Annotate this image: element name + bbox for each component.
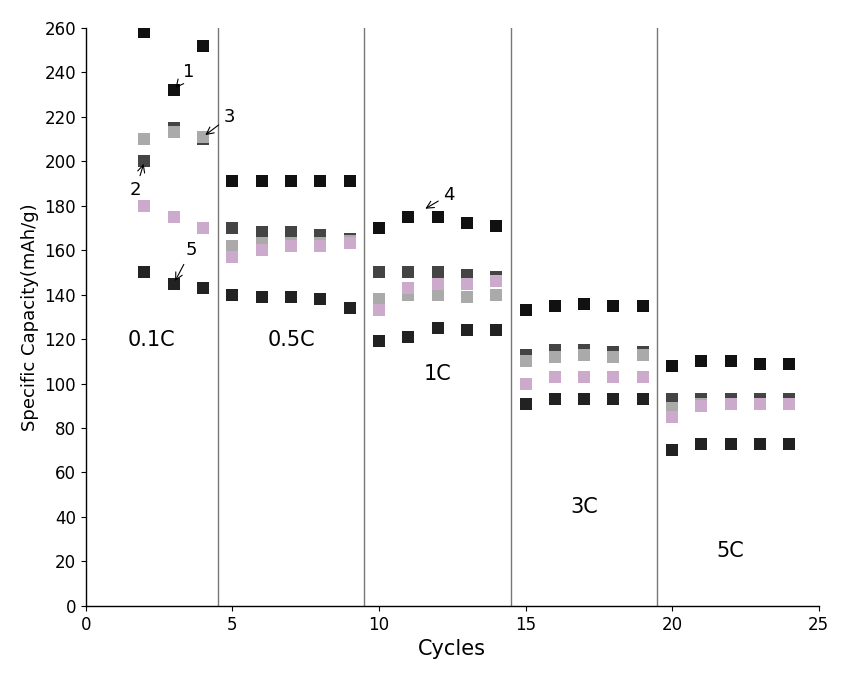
X-axis label: Cycles: Cycles: [418, 639, 486, 659]
Text: 5: 5: [176, 241, 197, 280]
Text: 2: 2: [130, 165, 145, 199]
Text: 3: 3: [207, 107, 235, 135]
Text: 0.1C: 0.1C: [128, 330, 176, 350]
Text: 5C: 5C: [717, 541, 745, 562]
Text: 3C: 3C: [570, 497, 598, 517]
Text: 1C: 1C: [423, 364, 451, 384]
Text: 0.5C: 0.5C: [267, 330, 314, 350]
Text: 4: 4: [427, 186, 455, 208]
Text: 1: 1: [176, 63, 194, 87]
Y-axis label: Specific Capacity(mAh/g): Specific Capacity(mAh/g): [21, 203, 39, 430]
